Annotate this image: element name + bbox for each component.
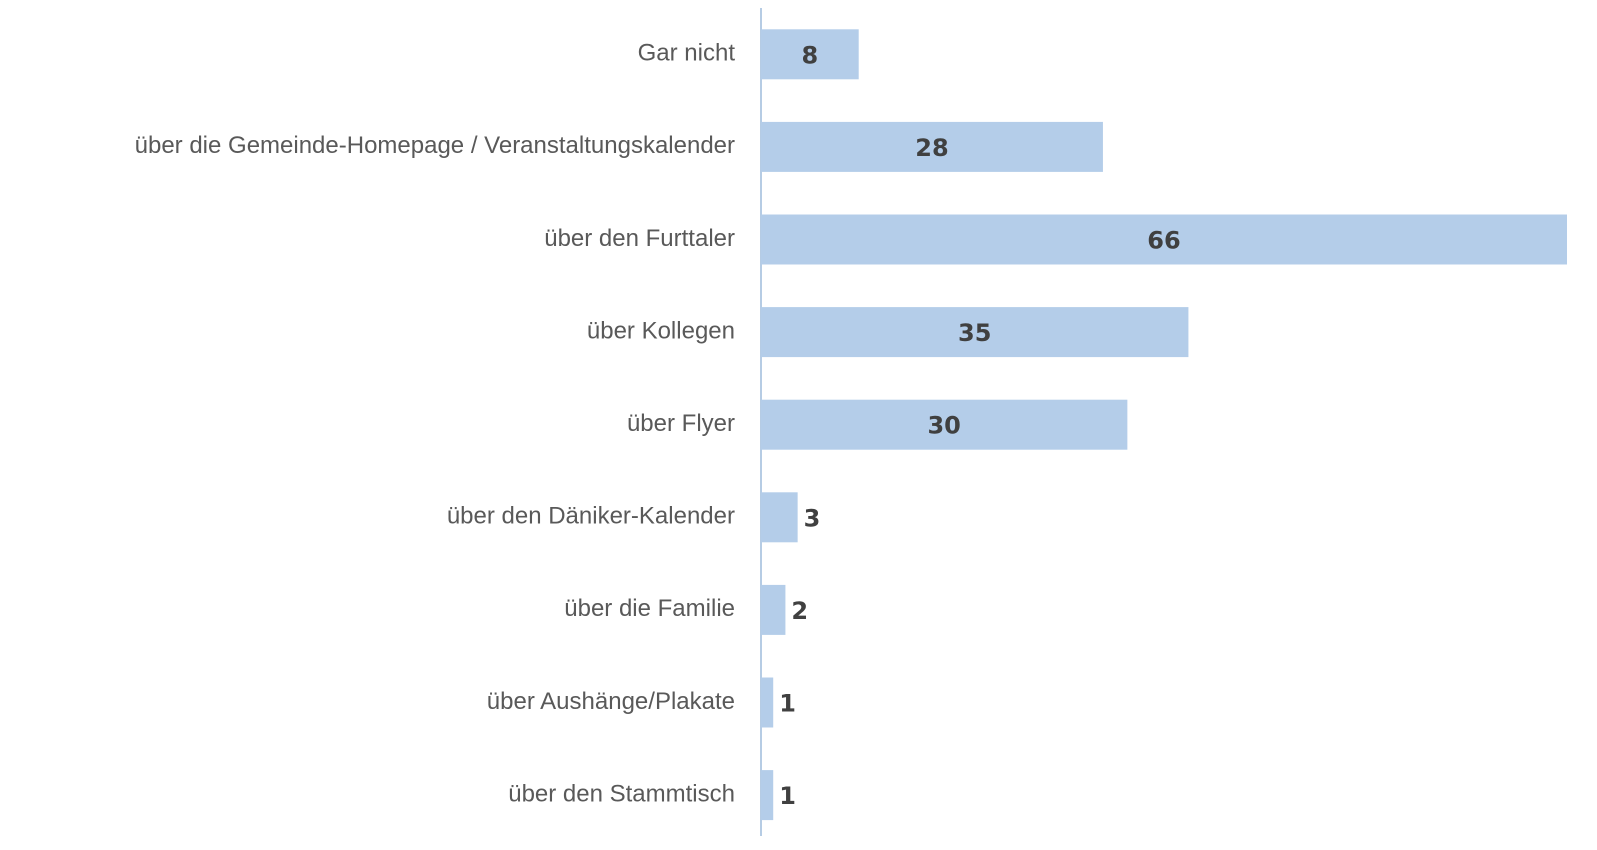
- bar: [761, 121, 1103, 172]
- value-label: 66: [1147, 227, 1180, 255]
- value-label: 8: [801, 41, 818, 69]
- category-label: Gar nicht: [638, 40, 736, 67]
- value-label: 2: [791, 597, 808, 625]
- value-label: 1: [779, 690, 796, 718]
- bar: [761, 492, 798, 543]
- bar: [761, 399, 1128, 450]
- bar: [761, 770, 774, 821]
- category-label: über den Däniker-Kalender: [447, 503, 735, 530]
- bar: [761, 29, 859, 80]
- value-label: 28: [915, 134, 948, 162]
- value-label: 1: [779, 782, 796, 810]
- bar: [761, 584, 786, 635]
- value-label: 3: [804, 504, 821, 532]
- bar: [761, 307, 1189, 358]
- value-label: 35: [958, 319, 991, 347]
- category-label: über Kollegen: [587, 317, 735, 344]
- category-label: über den Furttaler: [544, 225, 735, 252]
- category-label: über die Gemeinde-Homepage / Veranstaltu…: [135, 132, 735, 159]
- bar: [761, 214, 1567, 265]
- value-label: 30: [927, 412, 960, 440]
- category-label: über Flyer: [627, 410, 735, 437]
- bar: [761, 677, 774, 728]
- category-label: über den Stammtisch: [508, 780, 735, 807]
- category-label: über die Familie: [564, 595, 735, 622]
- category-label: über Aushänge/Plakate: [487, 688, 735, 715]
